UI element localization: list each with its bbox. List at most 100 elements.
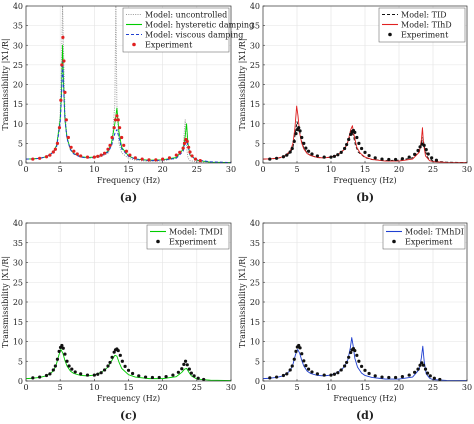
y-tick-label: 30 [250, 259, 260, 268]
x-tick-label: 30 [226, 383, 236, 392]
y-tick-label: 15 [250, 318, 260, 327]
y-axis-label: Transmissibility |X1/R| [1, 38, 10, 130]
experiment-point [363, 150, 367, 155]
x-axis-label: Frequency (Hz) [333, 176, 396, 185]
legend-marker [132, 42, 136, 47]
x-tick-label: 25 [428, 383, 438, 392]
experiment-point [394, 375, 398, 380]
experiment-point [92, 155, 96, 159]
experiment-point [53, 364, 57, 368]
panel-label: (c) [120, 409, 137, 422]
experiment-point [189, 371, 193, 375]
x-tick-label: 25 [192, 383, 202, 392]
legend-marker [388, 32, 392, 37]
legend-entry: Experiment [145, 40, 193, 49]
experiment-point [180, 367, 184, 371]
experiment-point [413, 152, 417, 156]
series-line-1 [26, 6, 231, 163]
experiment-point [185, 139, 189, 144]
x-tick-label: 0 [260, 383, 265, 392]
x-tick-label: 25 [192, 165, 202, 174]
y-tick-label: 20 [250, 298, 260, 307]
x-tick-label: 5 [294, 165, 299, 174]
experiment-point [339, 150, 343, 155]
experiment-point [61, 35, 65, 40]
experiment-point [57, 349, 61, 353]
experiment-point [62, 59, 66, 63]
legend-marker [156, 239, 160, 244]
experiment-point [345, 142, 349, 147]
experiment-point [202, 377, 206, 381]
experiment-point [422, 143, 426, 147]
experiment-point [294, 349, 298, 353]
y-tick-label: 5 [255, 357, 260, 366]
experiment-point [426, 152, 430, 156]
experiment-point [85, 155, 90, 159]
legend-entry: Model: TMDI [169, 227, 223, 236]
experiment-point [188, 150, 192, 154]
experiment-point [290, 364, 294, 368]
experiment-point [292, 139, 296, 144]
experiment-point [133, 156, 137, 160]
x-tick-label: 5 [58, 165, 63, 174]
experiment-point [185, 363, 189, 367]
x-tick-label: 20 [158, 383, 168, 392]
experiment-point [72, 149, 76, 153]
experiment-point [106, 364, 110, 368]
experiment-point [31, 376, 35, 380]
experiment-point [70, 367, 74, 371]
experiment-point [66, 135, 70, 140]
y-tick-label: 0 [18, 377, 23, 386]
experiment-point [174, 153, 178, 157]
experiment-point [79, 372, 83, 376]
experiment-point [108, 360, 112, 365]
panel-label: (b) [356, 191, 374, 204]
experiment-point [343, 364, 347, 368]
experiment-point [425, 371, 430, 375]
experiment-point [430, 156, 434, 160]
experiment-point [171, 373, 175, 377]
y-tick-label: 15 [13, 318, 23, 327]
series-group [263, 105, 467, 163]
experiment-point [310, 152, 314, 156]
experiment-point [306, 149, 311, 153]
experiment-point [315, 154, 319, 158]
y-tick-label: 25 [250, 278, 260, 287]
x-tick-label: 25 [428, 165, 438, 174]
x-tick-label: 30 [462, 383, 472, 392]
legend-entry: Model: uncontrolled [145, 10, 227, 19]
experiment-point [349, 132, 353, 136]
experiment-point [329, 155, 333, 159]
experiment-point [99, 371, 103, 375]
x-tick-label: 20 [394, 383, 404, 392]
experiment-point [394, 157, 398, 162]
experiment-point [418, 363, 422, 367]
x-tick-label: 10 [89, 165, 99, 174]
experiment-point [120, 135, 124, 140]
x-tick-label: 5 [58, 383, 63, 392]
y-axis-label: Transmissibility |X1/R| [238, 38, 247, 130]
experiment-point [387, 157, 391, 162]
experiment-point [432, 376, 436, 380]
experiment-point [110, 355, 114, 359]
experiment-point [380, 375, 384, 379]
experiment-point [178, 150, 182, 155]
experiment-point [120, 359, 124, 363]
experiment-point [302, 141, 306, 145]
experiment-point [322, 155, 326, 159]
experiment-point [92, 373, 96, 377]
experiment-point [190, 154, 194, 158]
x-tick-label: 30 [462, 165, 472, 174]
y-tick-label: 40 [13, 219, 23, 228]
experiment-point [161, 157, 165, 161]
x-tick-label: 15 [360, 383, 370, 392]
y-tick-label: 25 [13, 278, 23, 287]
y-tick-label: 20 [13, 81, 23, 90]
y-tick-label: 40 [250, 2, 260, 11]
experiment-point [181, 146, 185, 150]
experiment-point [96, 154, 100, 158]
chart-panel-2: 0 5 10 15 20 25 30 0 5 10 15 20 25 30 35 40 Frequency (H… [238, 2, 472, 204]
legend-entry: Model: TIhD [401, 20, 452, 29]
x-tick-label: 10 [326, 165, 336, 174]
